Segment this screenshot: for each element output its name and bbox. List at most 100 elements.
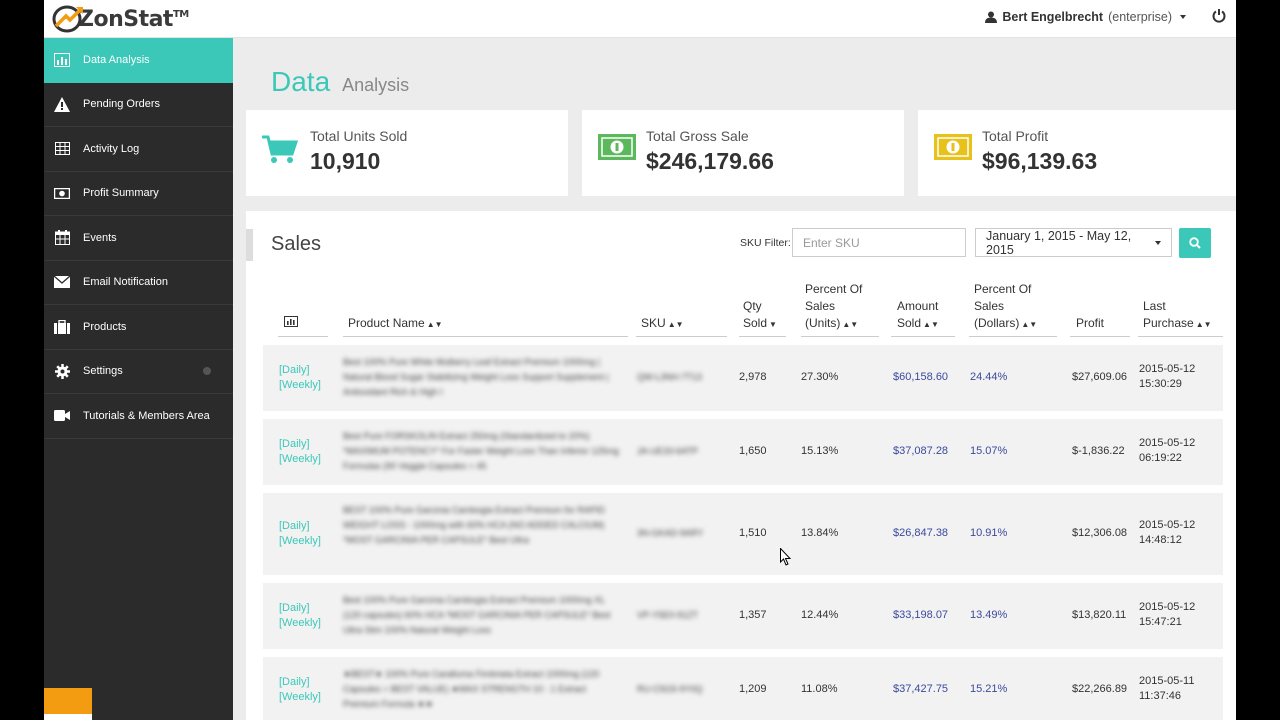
stat-label: Total Gross Sale	[646, 128, 749, 144]
qty-sold: 1,209	[739, 683, 767, 695]
user-role: (enterprise)	[1108, 10, 1172, 24]
last-purchase: 2015-05-12 15:30:29	[1139, 363, 1196, 390]
column-header-amount-sold[interactable]: Amount Sold ▲▼	[897, 299, 939, 330]
table-row[interactable]: [Daily] [Weekly] Best 100% Pure White Mul…	[263, 345, 1223, 411]
daily-link[interactable]: [Daily]	[279, 364, 310, 376]
page-title: Data Analysis	[271, 66, 409, 98]
sidebar-item-label: Pending Orders	[83, 98, 161, 111]
sidebar-item-label: Data Analysis	[83, 53, 150, 66]
qty-sold: 1,650	[739, 445, 767, 457]
column-header-percent-units[interactable]: Percent Of Sales (Units) ▲▼	[805, 282, 863, 330]
weekly-link[interactable]: [Weekly]	[279, 453, 321, 465]
daily-link[interactable]: [Daily]	[279, 676, 310, 688]
weekly-link[interactable]: [Weekly]	[279, 535, 321, 547]
table-row[interactable]: [Daily] [Weekly] ★BEST★ 100% Pure Carallu…	[263, 657, 1223, 720]
daily-link[interactable]: [Daily]	[279, 438, 310, 450]
profit-value: $22,266.89	[1072, 683, 1128, 695]
stat-card-total-profit: Total Profit $96,139.63	[918, 110, 1236, 196]
product-name: Best Pure FORSKOLIN Extract 250mg (Stand…	[343, 431, 619, 471]
column-header-qty-sold[interactable]: Qty Sold ▼	[743, 299, 777, 330]
table-row[interactable]: [Daily] [Weekly] Best 100% Pure Garcinia …	[263, 583, 1223, 649]
settings-indicator	[203, 367, 211, 376]
weekly-link[interactable]: [Weekly]	[279, 691, 321, 703]
search-icon	[1189, 237, 1201, 249]
sku-value: 3N-GKAD-9ARY	[637, 528, 704, 538]
search-button[interactable]	[1179, 228, 1211, 258]
column-header-profit[interactable]: Profit	[1076, 316, 1105, 330]
stat-card-gross-sale: Total Gross Sale $246,179.66	[582, 110, 904, 196]
sku-value: QW-L3NH-7T13	[637, 372, 702, 382]
percent-dollars: 15.07%	[970, 445, 1008, 457]
column-header-sku[interactable]: SKU ▲▼	[641, 316, 684, 330]
logo-text: ZonStat	[78, 6, 173, 32]
amount-sold: $33,198.07	[893, 609, 949, 621]
sales-title: Sales	[271, 233, 322, 255]
date-range-picker[interactable]: January 1, 2015 - May 12, 2015	[975, 228, 1172, 257]
amount-sold: $37,427.75	[893, 683, 949, 695]
sku-filter-label: SKU Filter:	[740, 237, 791, 249]
logo-icon	[52, 4, 86, 34]
sidebar-item-products[interactable]: Products	[44, 305, 233, 350]
sidebar-item-activity-log[interactable]: Activity Log	[44, 127, 233, 172]
mouse-cursor-icon	[780, 547, 792, 571]
chart-column-header[interactable]	[284, 315, 298, 332]
page-title-main: Data	[271, 66, 331, 97]
user-name: Bert Engelbrecht	[1002, 10, 1104, 24]
stat-value: $246,179.66	[646, 148, 774, 174]
sidebar-item-tutorials[interactable]: Tutorials & Members Area	[44, 394, 233, 439]
logo[interactable]: ZonStatTM	[52, 2, 189, 36]
table-row[interactable]: [Daily] [Weekly] BEST 100% Pure Garcinia …	[263, 493, 1223, 575]
video-icon	[54, 408, 70, 424]
stat-value: $96,139.63	[982, 148, 1098, 174]
sidebar-item-email-notification[interactable]: Email Notification	[44, 261, 233, 305]
feedback-tab[interactable]	[44, 688, 92, 720]
daily-link[interactable]: [Daily]	[279, 602, 310, 614]
percent-units: 13.84%	[801, 527, 839, 539]
sidebar-item-label: Products	[83, 320, 127, 333]
qty-sold: 1,357	[739, 609, 767, 621]
profit-value: $13,820.11	[1072, 609, 1127, 621]
weekly-link[interactable]: [Weekly]	[279, 617, 321, 629]
weekly-link[interactable]: [Weekly]	[279, 379, 321, 391]
sidebar-item-label: Email Notification	[83, 276, 168, 289]
sidebar-item-pending-orders[interactable]: Pending Orders	[44, 83, 233, 127]
sidebar-item-label: Profit Summary	[83, 187, 159, 200]
cart-icon	[262, 134, 299, 169]
page-title-sub: Analysis	[342, 75, 410, 95]
sidebar-item-events[interactable]: Events	[44, 216, 233, 261]
stat-value: 10,910	[310, 148, 381, 174]
daily-link[interactable]: [Daily]	[279, 520, 310, 532]
profit-value: $-1,836.22	[1072, 445, 1125, 457]
table-row[interactable]: [Daily] [Weekly] Best Pure FORSKOLIN Extr…	[263, 419, 1223, 485]
sku-filter-input[interactable]: Enter SKU	[792, 228, 966, 257]
sidebar-item-data-analysis[interactable]: Data Analysis	[44, 38, 233, 83]
table-icon	[54, 141, 70, 157]
sales-panel: Sales SKU Filter: Enter SKU January 1, 2…	[246, 211, 1236, 720]
profit-value: $12,306.08	[1072, 527, 1128, 539]
stat-label: Total Profit	[982, 128, 1049, 144]
sku-value: JA-UE33-6ATP	[637, 446, 698, 456]
sidebar-item-label: Tutorials & Members Area	[83, 409, 210, 422]
sidebar-item-label: Settings	[83, 365, 123, 378]
warning-icon	[54, 96, 70, 112]
money-icon	[54, 185, 70, 201]
amount-sold: $60,158.60	[893, 371, 949, 383]
sidebar-item-profit-summary[interactable]: Profit Summary	[44, 172, 233, 216]
column-header-product-name[interactable]: Product Name ▲▼	[348, 316, 443, 330]
envelope-icon	[54, 274, 70, 290]
main-content: Data Analysis Total Units Sold 10,910 To…	[233, 38, 1236, 720]
money-icon	[934, 134, 972, 165]
stat-label: Total Units Sold	[310, 128, 408, 144]
sidebar-item-label: Activity Log	[83, 142, 140, 155]
power-icon[interactable]	[1212, 8, 1226, 28]
column-header-last-purchase[interactable]: Last Purchase ▲▼	[1143, 299, 1212, 330]
stat-card-units-sold: Total Units Sold 10,910	[246, 110, 568, 196]
percent-units: 11.08%	[801, 683, 838, 695]
percent-dollars: 15.21%	[970, 683, 1008, 695]
user-menu[interactable]: Bert Engelbrecht (enterprise)	[985, 10, 1186, 24]
percent-units: 12.44%	[801, 609, 839, 621]
column-header-percent-dollars[interactable]: Percent Of Sales (Dollars) ▲▼	[974, 282, 1038, 330]
percent-units: 27.30%	[801, 371, 839, 383]
sidebar-item-settings[interactable]: Settings	[44, 350, 233, 394]
percent-dollars: 13.49%	[970, 609, 1008, 621]
